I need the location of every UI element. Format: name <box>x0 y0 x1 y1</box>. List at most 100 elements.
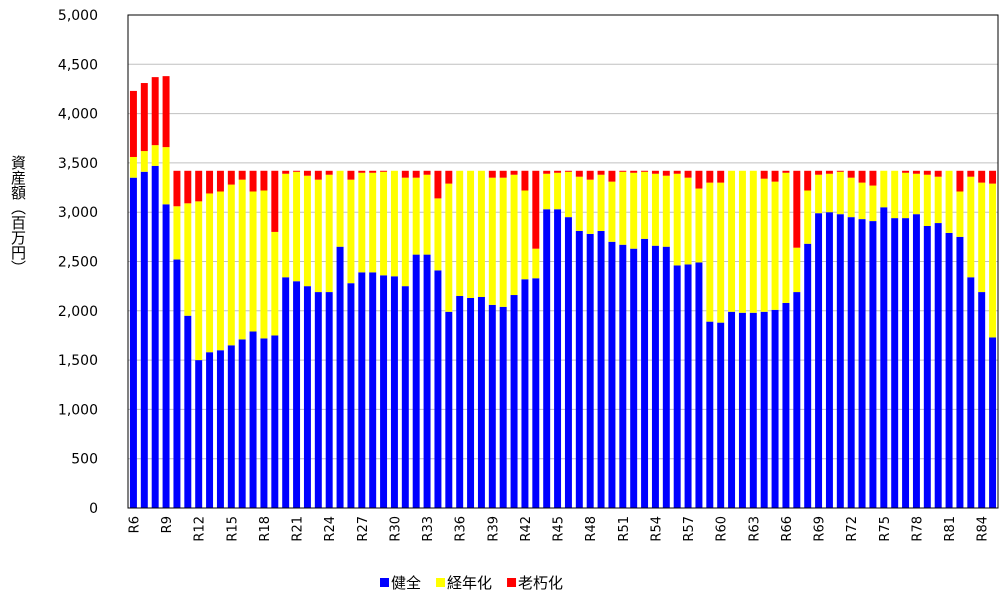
bar-segment <box>793 247 801 293</box>
bar-segment <box>956 191 964 237</box>
bar-segment <box>695 188 703 263</box>
bar-segment <box>293 170 301 172</box>
bar-segment <box>869 185 877 222</box>
bar-segment <box>238 179 246 340</box>
bar-segment <box>782 302 790 508</box>
bar-segment <box>521 190 529 280</box>
bar-segment <box>521 279 529 508</box>
bar-segment <box>815 170 823 175</box>
bar-segment <box>488 304 496 508</box>
x-tick-label: R63 <box>747 516 762 542</box>
bar-segment <box>423 174 431 255</box>
bar-segment <box>945 170 953 233</box>
bar-segment <box>641 238 649 508</box>
bar-segment <box>369 170 377 173</box>
bar-segment <box>880 207 888 508</box>
bar-segment <box>140 171 148 509</box>
bar-segment <box>673 170 681 174</box>
bar-segment <box>347 170 355 180</box>
x-tick-label: R72 <box>845 516 860 542</box>
bar-segment <box>412 254 420 508</box>
bar-segment <box>347 179 355 284</box>
bar-segment <box>532 170 540 249</box>
bar-segment <box>717 182 725 323</box>
x-tick-label: R42 <box>519 516 534 542</box>
bar-segment <box>412 177 420 255</box>
bar-segment <box>564 170 572 172</box>
bar-segment <box>162 76 170 148</box>
bar-segment <box>434 198 442 271</box>
x-tick-label: R69 <box>813 516 828 542</box>
bar-segment <box>619 171 627 245</box>
bar-segment <box>510 295 518 508</box>
bar-segment <box>521 170 529 191</box>
bar-segment <box>662 246 670 508</box>
bar-segment <box>771 309 779 508</box>
legend-swatch <box>380 578 389 587</box>
x-tick-label: R66 <box>780 516 795 542</box>
bar-segment <box>967 277 975 508</box>
bar-segment <box>151 77 159 146</box>
bar-segment <box>282 173 290 278</box>
bar-segment <box>140 151 148 172</box>
bar-segment <box>423 170 431 175</box>
bar-segment <box>934 170 942 177</box>
bar-segment <box>140 83 148 152</box>
bar-segment <box>771 181 779 310</box>
x-tick-label: R30 <box>388 516 403 542</box>
bar-segment <box>488 170 496 178</box>
bar-segment <box>760 178 768 312</box>
bar-segment <box>989 170 997 184</box>
bar-segment <box>173 206 181 260</box>
bar-segment <box>434 270 442 508</box>
bar-segment <box>847 217 855 508</box>
bar-segment <box>206 352 214 508</box>
bar-segment <box>804 243 812 508</box>
bar-segment <box>586 179 594 234</box>
bar-segment <box>358 272 366 508</box>
bar-segment <box>554 170 562 173</box>
bar-segment <box>314 179 322 293</box>
bar-segment <box>129 156 137 178</box>
y-tick-label: 0 <box>89 501 98 517</box>
bar-segment <box>260 190 268 339</box>
bar-segment <box>314 292 322 508</box>
bar-segment <box>706 182 714 322</box>
bar-segment <box>303 175 311 287</box>
bar-segment <box>902 218 910 508</box>
y-axis-label: 資産額（百万円） <box>9 155 27 275</box>
bar-segment <box>945 232 953 508</box>
bar-segment <box>456 170 464 297</box>
bar-segment <box>380 170 388 172</box>
bar-segment <box>869 221 877 508</box>
bar-segment <box>271 335 279 508</box>
bar-segment <box>695 262 703 508</box>
bar-segment <box>912 173 920 215</box>
bar-segment <box>260 170 268 191</box>
x-tick-label: R84 <box>976 516 991 542</box>
bar-segment <box>738 312 746 508</box>
y-tick-label: 5,000 <box>58 8 98 24</box>
bar-segment <box>967 176 975 278</box>
bar-segment <box>717 322 725 508</box>
bar-segment <box>195 360 203 508</box>
bar-segment <box>543 209 551 508</box>
bar-segment <box>129 90 137 157</box>
bar-segment <box>575 230 583 508</box>
x-tick-label: R78 <box>910 516 925 542</box>
bar-segment <box>706 321 714 508</box>
bar-segment <box>434 170 442 199</box>
bar-segment <box>499 177 507 307</box>
bar-segment <box>891 170 899 219</box>
legend-swatch <box>436 578 446 587</box>
bar-segment <box>728 311 736 508</box>
bar-segment <box>978 170 986 183</box>
x-tick-label: R24 <box>323 516 338 542</box>
bar-segment <box>836 214 844 508</box>
bar-segment <box>858 182 866 220</box>
x-tick-label: R12 <box>193 516 208 542</box>
bar-segment <box>510 170 518 175</box>
bar-segment <box>684 170 692 178</box>
bar-segment <box>369 272 377 508</box>
bar-segment <box>728 170 736 312</box>
